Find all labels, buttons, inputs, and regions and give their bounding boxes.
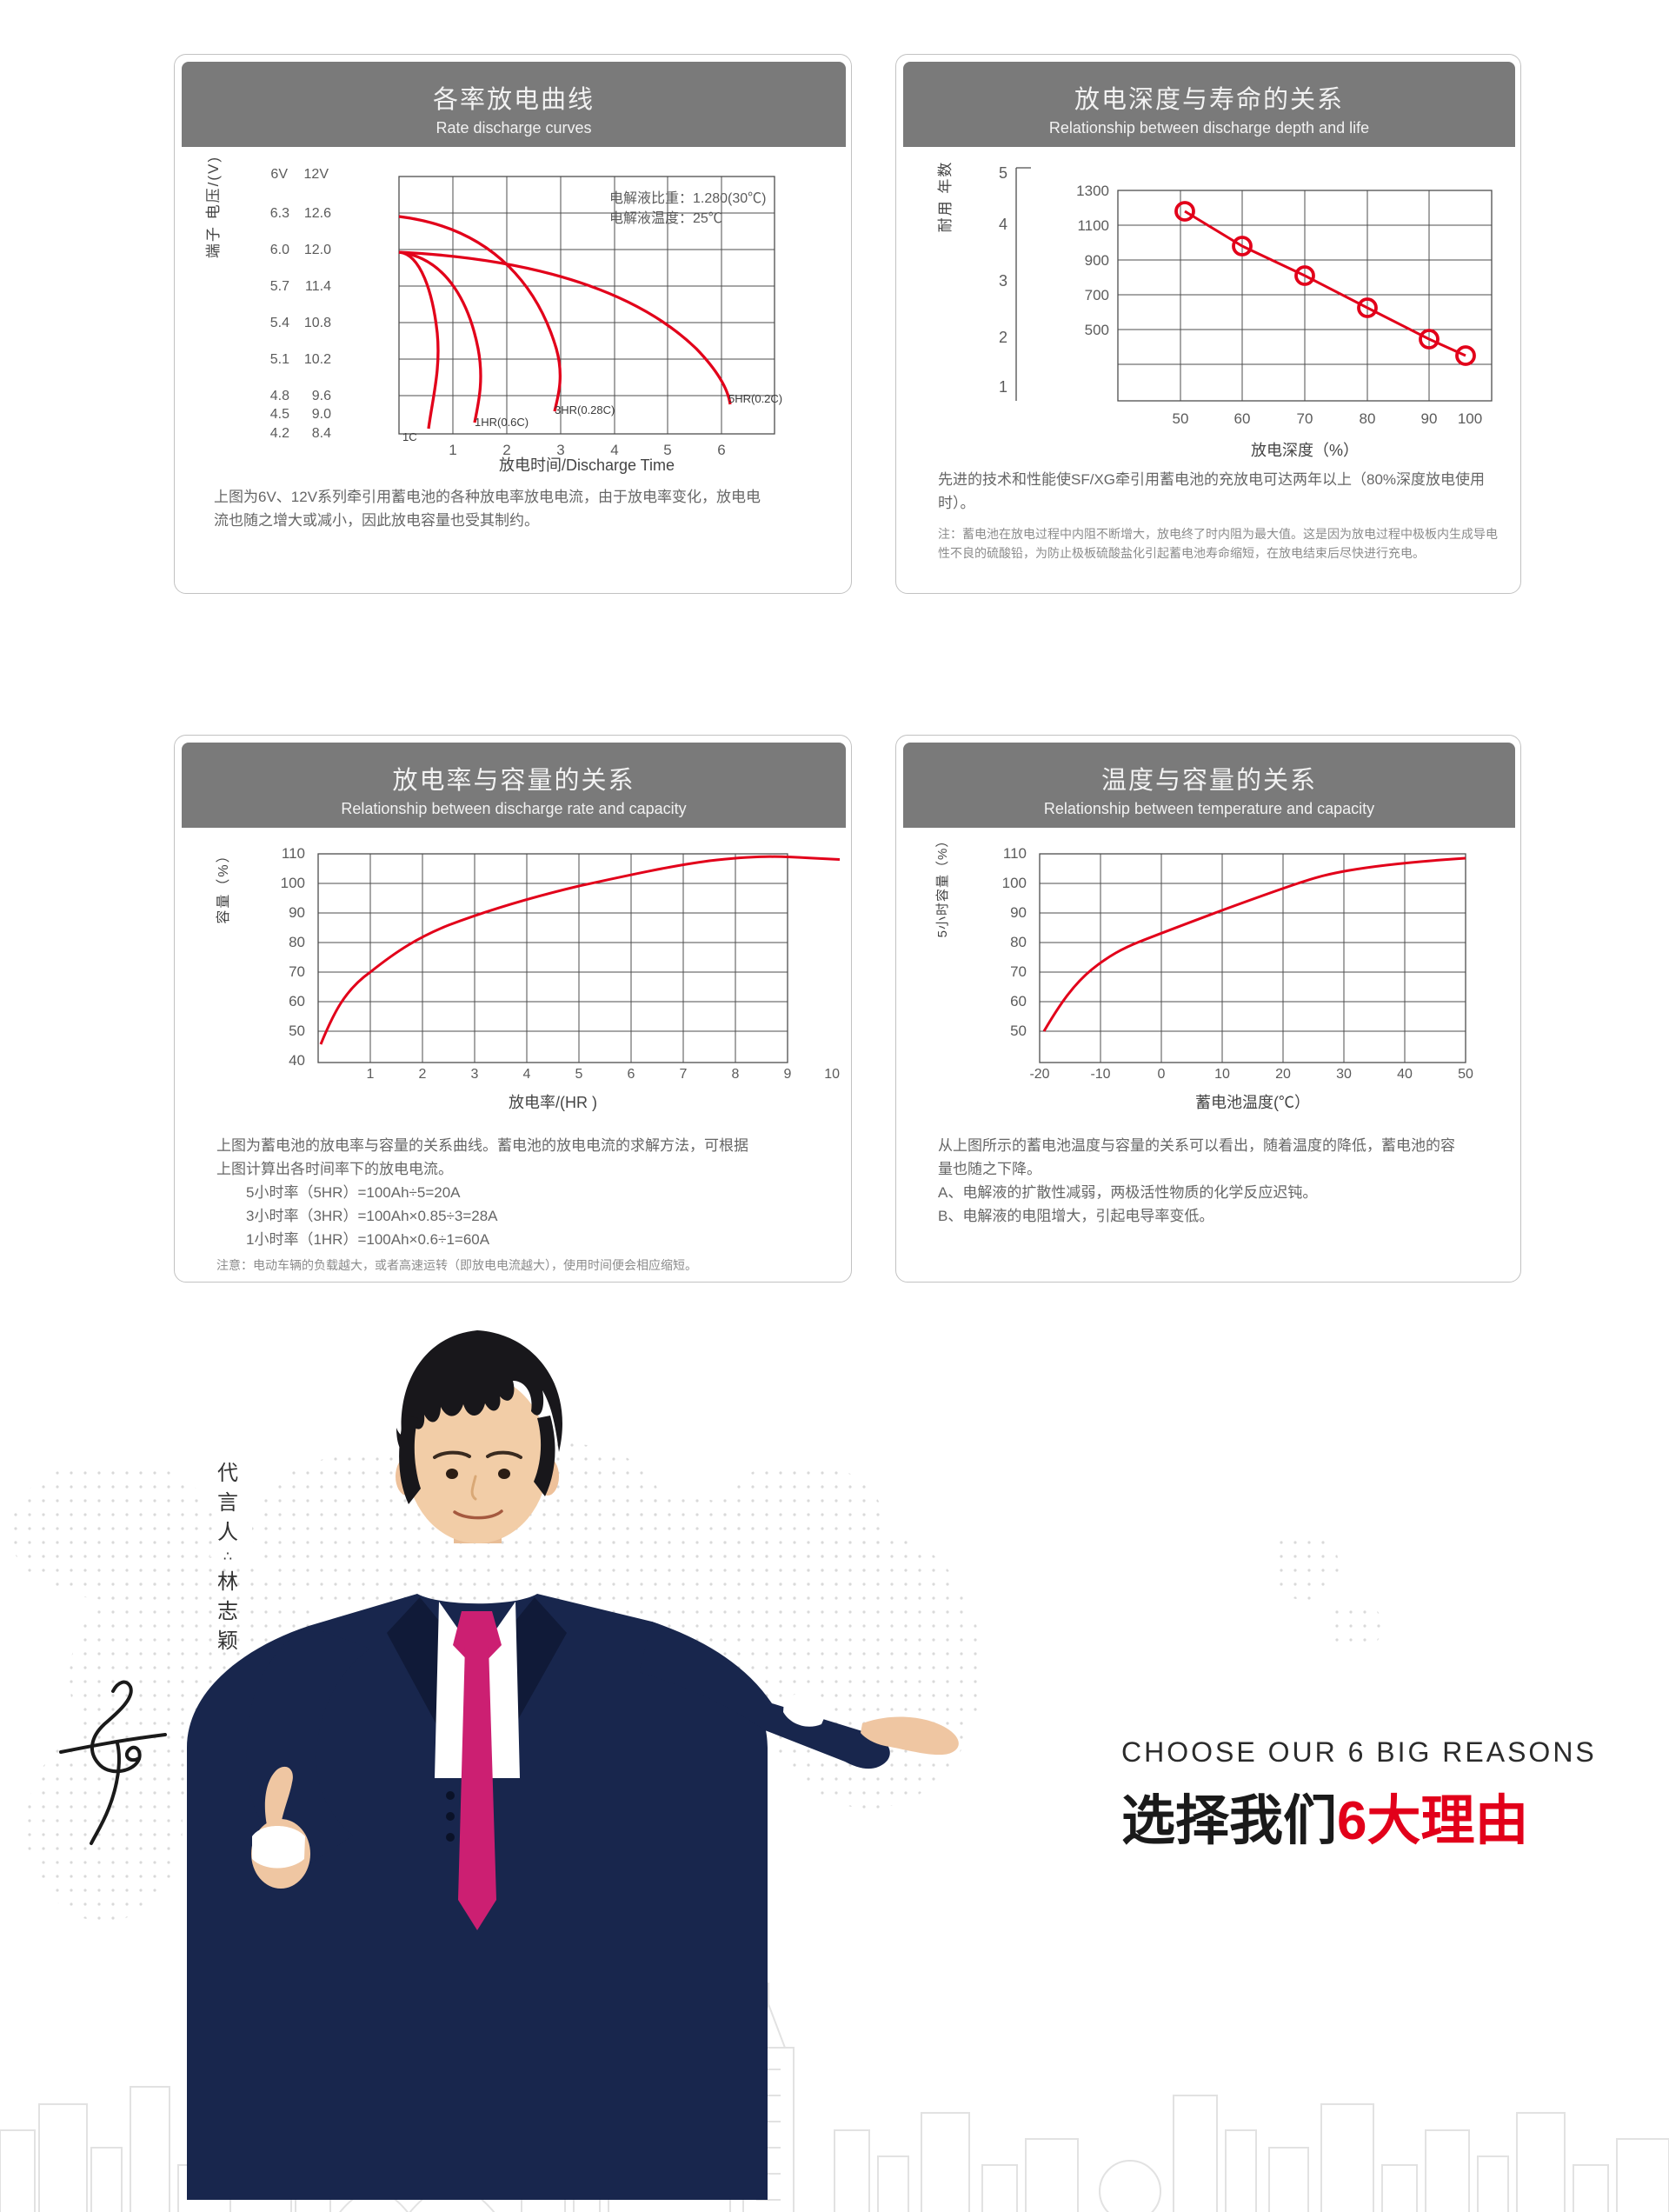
svg-text:2: 2 <box>999 329 1007 346</box>
svg-text:12.6: 12.6 <box>304 206 331 221</box>
svg-text:100: 100 <box>281 875 305 891</box>
svg-text:5.7: 5.7 <box>270 279 289 294</box>
svg-text:60: 60 <box>289 993 305 1009</box>
svg-text:10: 10 <box>824 1067 840 1082</box>
svg-text:4.8: 4.8 <box>270 389 289 403</box>
svg-text:1: 1 <box>367 1067 375 1082</box>
svg-text:6V: 6V <box>270 167 288 182</box>
svg-text:3: 3 <box>471 1067 479 1082</box>
svg-text:20: 20 <box>1275 1067 1291 1082</box>
svg-text:9.6: 9.6 <box>312 389 331 403</box>
svg-text:5: 5 <box>575 1067 583 1082</box>
svg-text:9: 9 <box>784 1067 792 1082</box>
svg-text:-20: -20 <box>1029 1067 1049 1082</box>
svg-text:90: 90 <box>289 904 305 921</box>
svg-text:70: 70 <box>1297 410 1313 427</box>
svg-text:50: 50 <box>1458 1067 1473 1082</box>
svg-text:5.4: 5.4 <box>270 316 289 330</box>
svg-text:12.0: 12.0 <box>304 243 331 257</box>
svg-text:70: 70 <box>1010 963 1027 980</box>
svg-text:30: 30 <box>1336 1067 1352 1082</box>
svg-text:5: 5 <box>999 166 1007 182</box>
svg-text:8.4: 8.4 <box>312 426 331 441</box>
svg-text:700: 700 <box>1085 287 1109 303</box>
svg-text:5.1: 5.1 <box>270 352 289 367</box>
svg-text:4: 4 <box>999 216 1007 233</box>
svg-text:1100: 1100 <box>1077 217 1109 234</box>
svg-text:电解液温度：25℃: 电解液温度：25℃ <box>609 210 722 226</box>
svg-text:5HR(0.2C): 5HR(0.2C) <box>728 392 782 405</box>
svg-text:60: 60 <box>1234 410 1251 427</box>
svg-text:90: 90 <box>1421 410 1438 427</box>
svg-text:6.0: 6.0 <box>270 243 289 257</box>
svg-text:8: 8 <box>732 1067 740 1082</box>
svg-text:100: 100 <box>1458 410 1482 427</box>
svg-text:50: 50 <box>1010 1023 1027 1039</box>
svg-text:6: 6 <box>628 1067 635 1082</box>
svg-text:40: 40 <box>289 1052 305 1069</box>
svg-text:80: 80 <box>1010 934 1027 950</box>
svg-text:4.2: 4.2 <box>270 426 289 441</box>
svg-text:蓄电池温度(℃）: 蓄电池温度(℃） <box>1195 1094 1310 1111</box>
svg-text:900: 900 <box>1085 252 1109 269</box>
svg-text:80: 80 <box>1360 410 1376 427</box>
svg-text:50: 50 <box>1173 410 1189 427</box>
svg-text:10: 10 <box>1214 1067 1230 1082</box>
svg-text:7: 7 <box>680 1067 688 1082</box>
svg-text:4.5: 4.5 <box>270 407 289 422</box>
svg-text:放电时间/Discharge Time: 放电时间/Discharge Time <box>499 456 675 474</box>
svg-text:1C: 1C <box>402 430 417 443</box>
svg-text:10.2: 10.2 <box>304 352 331 367</box>
svg-text:110: 110 <box>1003 847 1027 862</box>
svg-text:3: 3 <box>999 272 1007 290</box>
svg-text:500: 500 <box>1085 322 1109 338</box>
svg-text:60: 60 <box>1010 993 1027 1009</box>
svg-text:电解液比重：1.280(30℃): 电解液比重：1.280(30℃) <box>609 190 767 206</box>
svg-text:90: 90 <box>1010 904 1027 921</box>
svg-text:放电率/(HR ): 放电率/(HR ) <box>509 1094 597 1111</box>
svg-text:6: 6 <box>717 442 725 458</box>
svg-text:1: 1 <box>999 378 1007 396</box>
svg-text:6.3: 6.3 <box>270 206 289 221</box>
svg-text:40: 40 <box>1397 1067 1413 1082</box>
svg-text:10.8: 10.8 <box>304 316 331 330</box>
svg-text:11.4: 11.4 <box>305 279 331 294</box>
svg-text:3HR(0.28C): 3HR(0.28C) <box>555 403 615 416</box>
svg-text:110: 110 <box>282 847 305 862</box>
svg-text:-10: -10 <box>1090 1067 1110 1082</box>
svg-text:1HR(0.6C): 1HR(0.6C) <box>475 416 529 429</box>
svg-text:12V: 12V <box>304 167 329 182</box>
svg-text:80: 80 <box>289 934 305 950</box>
svg-text:0: 0 <box>1158 1067 1166 1082</box>
svg-text:1: 1 <box>449 442 456 458</box>
svg-text:9.0: 9.0 <box>312 407 331 422</box>
svg-text:100: 100 <box>1002 875 1027 891</box>
svg-text:2: 2 <box>419 1067 427 1082</box>
svg-text:放电深度（%）: 放电深度（%） <box>1251 442 1359 459</box>
svg-text:1300: 1300 <box>1076 183 1109 199</box>
svg-text:4: 4 <box>523 1067 531 1082</box>
svg-text:50: 50 <box>289 1023 305 1039</box>
svg-text:70: 70 <box>289 963 305 980</box>
